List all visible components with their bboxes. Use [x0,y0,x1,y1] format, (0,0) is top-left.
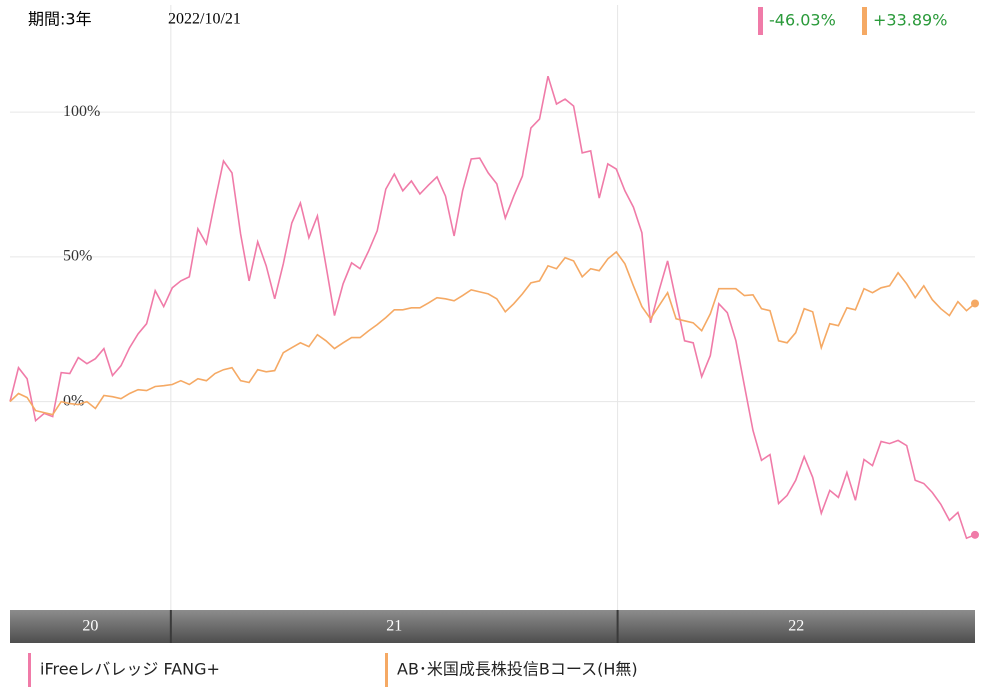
layer [10,5,975,610]
end-label: +33.89% [873,11,947,30]
series-line [9,250,976,416]
y-tick-label: 100% [63,103,100,120]
legend-swatch [385,653,388,687]
time-bar [10,610,975,643]
period: 期間:3年 [28,10,92,29]
date: 2022/10/21 [168,11,241,28]
end-label-swatch [862,7,867,35]
end-label-swatch [758,7,763,35]
series-line [9,75,976,540]
legend-label: AB･米国成長株投信Bコース(H無) [397,660,638,679]
legend-swatch [28,653,31,687]
x-band-label: 21 [386,618,402,635]
y-tick-label: 50% [63,248,92,265]
end-marker [971,299,979,308]
x-band-label: 22 [788,618,804,635]
end-marker [971,530,979,539]
legend-label: iFreeレバレッジ FANG+ [40,660,220,679]
plot-area [10,5,975,610]
y-tick-label: 0% [63,392,84,409]
x-band-label: 20 [82,618,98,635]
end-label: -46.03% [769,11,836,30]
